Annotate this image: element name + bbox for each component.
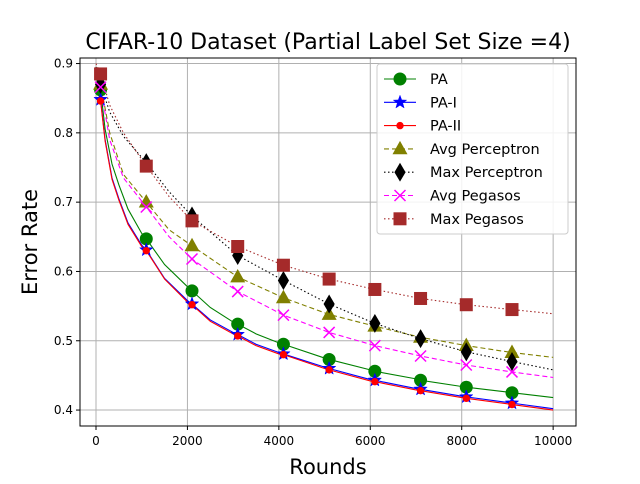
series-line-0: [95, 77, 554, 399]
y-tick-label: 0.9: [54, 57, 73, 71]
data-point-marker: [416, 386, 425, 395]
y-axis-label: Error Rate: [18, 189, 42, 295]
data-point-marker: [506, 352, 518, 372]
data-point-marker: [369, 313, 381, 333]
legend-marker-swatch: [396, 121, 404, 130]
data-point-marker: [508, 400, 516, 409]
data-point-marker: [139, 159, 153, 173]
y-tick-label: 0.4: [54, 403, 73, 417]
series-markers: [93, 67, 520, 410]
legend-entry: Avg Perceptron: [384, 140, 540, 158]
data-point-marker: [279, 350, 288, 359]
data-point-marker: [188, 301, 196, 309]
data-point-marker: [140, 200, 153, 214]
data-point-marker: [368, 339, 381, 352]
data-point-marker: [462, 394, 470, 402]
data-point-marker: [414, 291, 428, 305]
data-point-marker: [185, 284, 199, 298]
data-point-marker: [184, 237, 200, 252]
data-point-marker: [460, 358, 473, 372]
data-point-marker: [231, 285, 244, 298]
legend-marker-swatch: [392, 94, 408, 109]
data-point-marker: [505, 365, 519, 378]
legend-label: Avg Perceptron: [430, 142, 540, 158]
data-point-marker: [185, 252, 199, 266]
legend-marker-swatch: [392, 140, 408, 155]
legend-marker-swatch: [394, 162, 406, 182]
legend-entry: Max Perceptron: [384, 162, 543, 182]
data-point-marker: [96, 97, 105, 105]
data-point-marker: [323, 294, 335, 314]
data-point-marker: [459, 298, 473, 312]
y-tick-label: 0.7: [54, 195, 73, 209]
legend-label: Max Perceptron: [430, 165, 543, 181]
data-point-marker: [231, 240, 245, 254]
data-point-marker: [460, 342, 472, 362]
data-point-marker: [414, 349, 427, 363]
x-tick-label: 10000: [534, 434, 572, 448]
x-tick-label: 6000: [355, 434, 386, 448]
legend-label: PA: [430, 72, 448, 88]
axis-ticks: 0 2000 4000 6000 8000 10000 0.4 0.5 0.6 0.7 0.8 0.9: [54, 57, 572, 448]
data-point-marker: [275, 289, 291, 304]
data-point-marker: [277, 270, 290, 290]
data-point-marker: [277, 309, 290, 322]
legend-marker-swatch: [393, 189, 407, 202]
plot-frame: [79, 57, 577, 427]
legend-entries: PA PA-I PA-II Avg Perceptron Max Perceptron A…: [384, 72, 543, 228]
legend-label: PA-I: [430, 95, 457, 111]
x-tick-label: 8000: [446, 434, 477, 448]
data-point-marker: [94, 81, 107, 94]
data-point-marker: [234, 332, 242, 340]
data-point-marker: [185, 214, 199, 228]
y-tick-label: 0.5: [54, 334, 73, 348]
chart-title: CIFAR-10 Dataset (Partial Label Set Size…: [85, 30, 570, 55]
data-point-marker: [323, 326, 336, 339]
series-line-2: [95, 85, 554, 411]
data-point-marker: [322, 272, 336, 286]
legend-box: [376, 63, 569, 235]
legend-marker-swatch: [393, 212, 407, 226]
legend-label: Avg Pegasos: [430, 189, 521, 205]
legend-entry: Max Pegasos: [384, 212, 524, 228]
legend-marker-swatch: [393, 72, 407, 86]
legend-entry: Avg Pegasos: [384, 189, 521, 205]
y-tick-label: 0.8: [54, 126, 73, 140]
legend-label: Max Pegasos: [430, 212, 524, 228]
data-point-marker: [276, 258, 290, 272]
legend-entry: PA-I: [384, 94, 457, 111]
x-tick-label: 0: [92, 434, 100, 448]
data-point-marker: [368, 282, 382, 296]
data-point-marker: [325, 366, 333, 374]
x-tick-label: 2000: [172, 434, 203, 448]
series-line-6: [95, 63, 554, 315]
legend: PA PA-I PA-II Avg Perceptron Max Perceptron A…: [376, 63, 569, 235]
data-point-marker: [505, 303, 519, 317]
y-tick-label: 0.6: [54, 264, 73, 278]
data-point-marker: [142, 246, 150, 255]
data-point-marker: [94, 67, 108, 81]
data-point-marker: [371, 377, 379, 386]
legend-entry: PA: [384, 72, 448, 88]
x-axis-label: Rounds: [289, 455, 366, 479]
data-point-marker: [230, 268, 246, 283]
legend-entry: PA-II: [384, 119, 461, 135]
data-point-marker: [414, 329, 427, 349]
legend-label: PA-II: [430, 119, 461, 135]
x-tick-label: 4000: [264, 434, 295, 448]
